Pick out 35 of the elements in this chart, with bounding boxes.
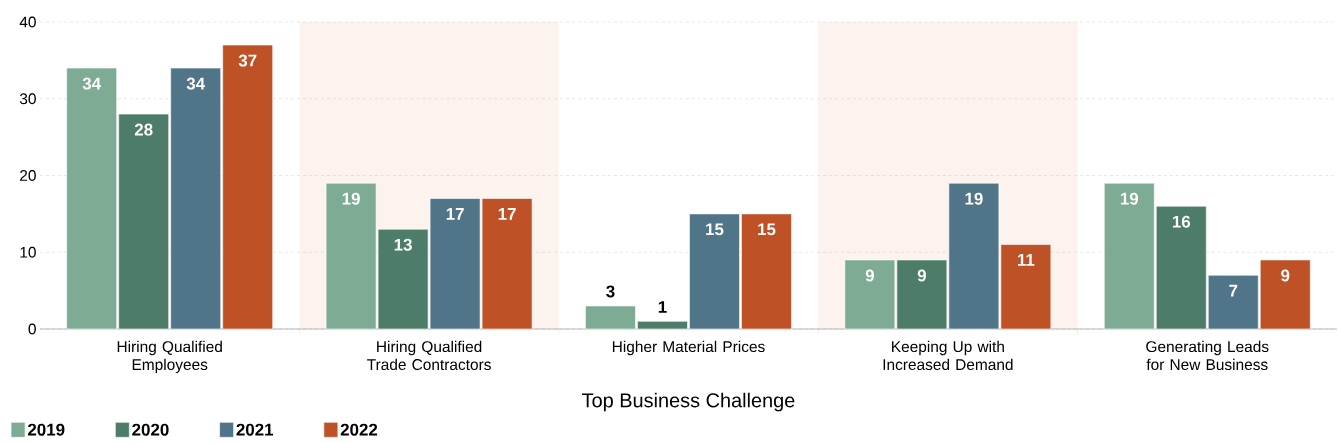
- legend-label: 2022: [340, 423, 378, 436]
- data-label: 19: [1120, 192, 1139, 205]
- data-label: 15: [758, 223, 776, 236]
- x-tick-label: Hiring Qualified Employees: [117, 340, 222, 374]
- x-tick-label: Keeping Up with Increased Demand: [883, 340, 1013, 371]
- data-label: 3: [606, 285, 615, 298]
- legend-label: 2019: [27, 423, 65, 436]
- data-label: 11: [1017, 254, 1035, 266]
- y-tick-label: 40: [19, 16, 36, 28]
- data-label: 34: [82, 77, 102, 90]
- x-tick-label: Generating Leads for New Business: [1146, 340, 1269, 371]
- x-axis-title: Top Business Challenge: [582, 392, 795, 412]
- legend-label: 2020: [132, 423, 169, 436]
- data-label: 1: [658, 301, 667, 313]
- y-tick-label: 20: [20, 170, 36, 181]
- data-label: 9: [1281, 269, 1290, 282]
- data-label: 7: [1229, 284, 1238, 297]
- data-label: 13: [394, 238, 412, 251]
- y-tick-label: 0: [28, 323, 36, 335]
- x-tick-label: Higher Material Prices: [612, 340, 765, 356]
- x-tick-label: Hiring Qualified Trade Contractors: [367, 340, 491, 371]
- data-label: 19: [965, 192, 983, 205]
- data-label: 17: [446, 208, 464, 220]
- legend-label: 2021: [236, 423, 274, 436]
- data-label: 15: [706, 223, 724, 236]
- y-tick-label: 10: [20, 246, 36, 258]
- y-tick-label: 30: [19, 93, 36, 105]
- data-label: 9: [917, 269, 926, 282]
- data-label: 16: [1172, 215, 1191, 228]
- data-label: 17: [498, 208, 516, 220]
- data-label: 19: [342, 192, 360, 205]
- data-label: 34: [186, 77, 206, 90]
- data-label: 37: [238, 54, 257, 67]
- data-label: 9: [865, 269, 874, 282]
- data-label: 28: [134, 123, 153, 136]
